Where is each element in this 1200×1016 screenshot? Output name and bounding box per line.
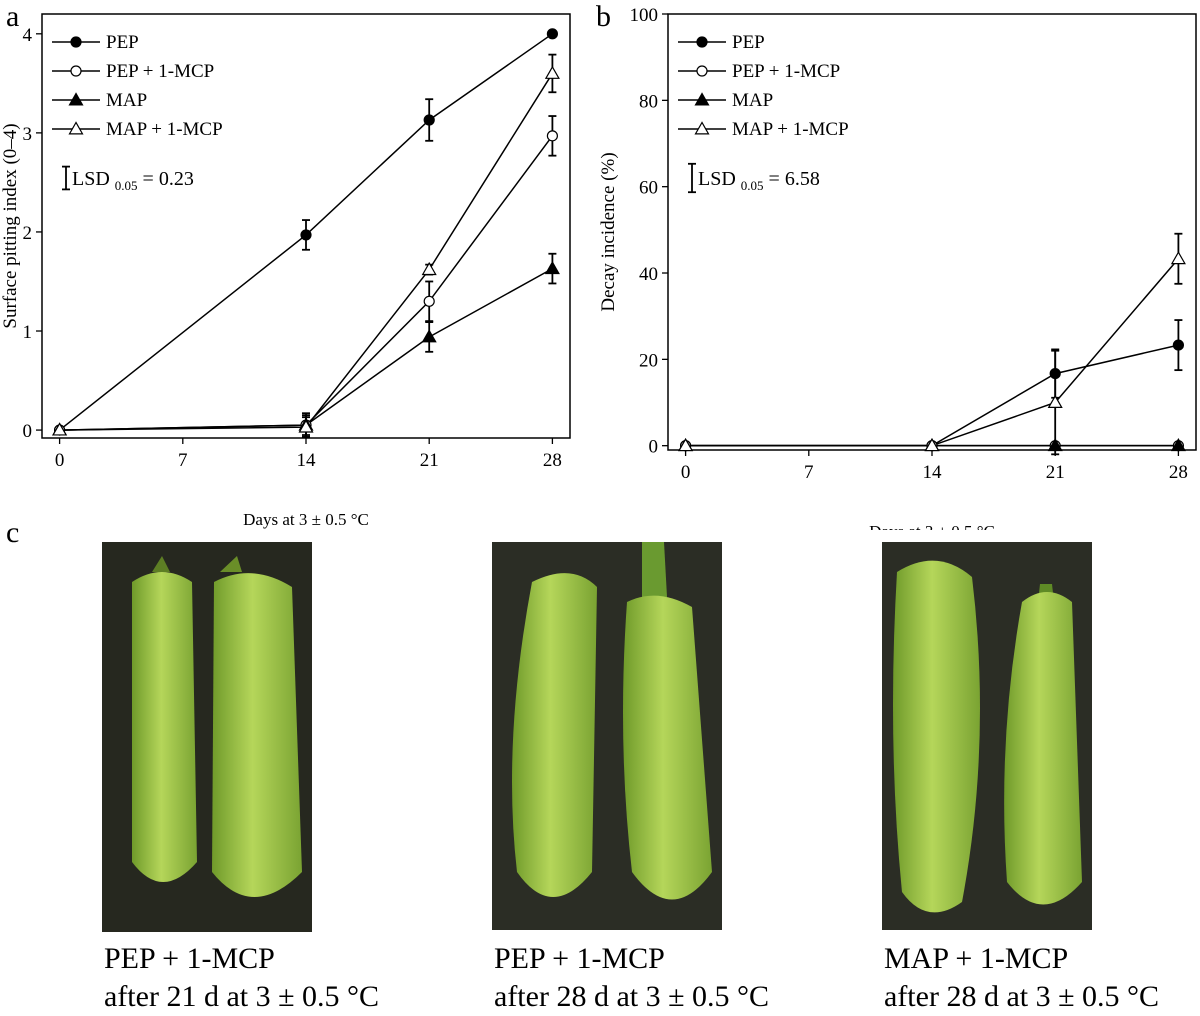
legend-label: MAP + 1-MCP bbox=[732, 119, 849, 140]
legend-label: MAP bbox=[732, 90, 773, 111]
y-axis-label: Decay incidence (%) bbox=[598, 152, 619, 311]
series-line bbox=[59, 73, 554, 431]
y-tick-label: 2 bbox=[23, 223, 33, 244]
data-point bbox=[1047, 437, 1063, 452]
series-line bbox=[685, 344, 1179, 447]
panel-letter-b: b bbox=[596, 0, 611, 33]
data-point bbox=[924, 437, 940, 452]
zucchini-shape bbox=[623, 595, 712, 900]
series-line bbox=[59, 33, 553, 431]
data-point bbox=[546, 28, 559, 40]
y-tick-label: 3 bbox=[23, 124, 33, 145]
photo-caption: MAP + 1-MCP after 28 d at 3 ± 0.5 °C bbox=[884, 940, 1159, 1016]
x-tick-label: 21 bbox=[420, 450, 439, 471]
legend-marker bbox=[70, 65, 82, 77]
legend-marker bbox=[68, 121, 84, 135]
y-tick-label: 4 bbox=[23, 25, 33, 46]
panel-letter-c: c bbox=[6, 516, 20, 549]
y-tick-label: 0 bbox=[23, 421, 33, 442]
lsd-label: LSD 0.05 = 0.23 bbox=[72, 168, 194, 193]
series-line bbox=[685, 258, 1179, 447]
y-tick-label: 40 bbox=[639, 264, 658, 285]
data-point bbox=[421, 261, 437, 276]
legend-label: PEP bbox=[106, 32, 139, 53]
data-point bbox=[1049, 367, 1061, 380]
lsd-label: LSD 0.05 = 6.58 bbox=[698, 168, 820, 193]
series-line bbox=[59, 267, 553, 431]
caption-line-2: after 28 d at 3 ± 0.5 °C bbox=[884, 980, 1160, 1013]
x-tick-label: 14 bbox=[297, 450, 317, 471]
y-tick-label: 80 bbox=[639, 91, 658, 112]
caption-line-1: MAP + 1-MCP bbox=[884, 942, 1069, 975]
photo-pep-1mcp-28d bbox=[492, 542, 722, 930]
data-point bbox=[423, 295, 435, 307]
legend-marker bbox=[694, 92, 710, 106]
data-point bbox=[52, 422, 68, 436]
data-point bbox=[678, 437, 694, 452]
chart-a-surface-pitting: 0 7 14 21 28 0 1 2 3 4 Days at 3 ± 0.5 °C Surface p… bbox=[0, 13, 571, 529]
photo-pep-1mcp-21d bbox=[102, 542, 312, 932]
legend-marker bbox=[696, 36, 708, 48]
data-point bbox=[1172, 339, 1185, 351]
legend-label: MAP bbox=[106, 90, 147, 111]
x-tick-label: 0 bbox=[681, 462, 691, 483]
zucchini-shape bbox=[132, 572, 197, 882]
zucchini-shape bbox=[512, 573, 597, 897]
x-tick-label: 28 bbox=[1169, 462, 1188, 483]
data-point bbox=[1047, 394, 1063, 408]
data-point bbox=[298, 419, 314, 433]
caption-line-1: PEP + 1-MCP bbox=[104, 942, 275, 975]
data-point bbox=[544, 260, 560, 275]
legend-label: PEP bbox=[732, 32, 765, 53]
zucchini-shape bbox=[893, 560, 980, 913]
caption-line-2: after 21 d at 3 ± 0.5 °C bbox=[104, 980, 380, 1013]
legend-marker bbox=[68, 92, 84, 106]
x-tick-label: 7 bbox=[178, 450, 188, 471]
x-tick-label: 7 bbox=[804, 462, 814, 483]
legend-label: PEP + 1-MCP bbox=[106, 61, 214, 82]
caption-line-1: PEP + 1-MCP bbox=[494, 942, 665, 975]
data-point bbox=[546, 130, 559, 142]
legend-marker bbox=[70, 36, 82, 48]
zucchini-shape bbox=[212, 573, 302, 897]
photo-caption: PEP + 1-MCP after 21 d at 3 ± 0.5 °C bbox=[104, 940, 379, 1016]
data-point bbox=[300, 229, 312, 241]
chart-b-decay-incidence: 0 7 14 21 28 0 20 40 60 80 100 Days at 3 ± 0.5 °C De… bbox=[598, 5, 1197, 530]
y-tick-label: 0 bbox=[649, 437, 659, 458]
y-axis-label: Surface pitting index (0–4) bbox=[0, 123, 21, 328]
y-tick-label: 100 bbox=[630, 5, 659, 26]
photo-caption: PEP + 1-MCP after 28 d at 3 ± 0.5 °C bbox=[494, 940, 769, 1016]
x-tick-label: 28 bbox=[543, 450, 562, 471]
data-point bbox=[423, 114, 435, 126]
x-axis-label: Days at 3 ± 0.5 °C bbox=[869, 522, 995, 530]
panel-letter-a: a bbox=[6, 0, 20, 33]
zucchini-shape bbox=[1004, 592, 1082, 905]
y-tick-label: 1 bbox=[23, 322, 33, 343]
legend-marker bbox=[696, 65, 708, 77]
x-tick-label: 14 bbox=[923, 462, 943, 483]
legend-label: MAP + 1-MCP bbox=[106, 119, 223, 140]
data-point bbox=[1170, 251, 1186, 265]
legend-label: PEP + 1-MCP bbox=[732, 61, 840, 82]
x-axis-label: Days at 3 ± 0.5 °C bbox=[243, 510, 369, 529]
legend-marker bbox=[694, 121, 710, 135]
y-tick-label: 60 bbox=[639, 178, 658, 199]
y-tick-label: 20 bbox=[639, 350, 658, 371]
data-point bbox=[1170, 437, 1186, 452]
x-tick-label: 0 bbox=[55, 450, 65, 471]
caption-line-2: after 28 d at 3 ± 0.5 °C bbox=[494, 980, 770, 1013]
data-point bbox=[544, 65, 560, 79]
data-point bbox=[421, 329, 437, 343]
photo-map-1mcp-28d bbox=[882, 542, 1092, 930]
x-tick-label: 21 bbox=[1046, 462, 1065, 483]
